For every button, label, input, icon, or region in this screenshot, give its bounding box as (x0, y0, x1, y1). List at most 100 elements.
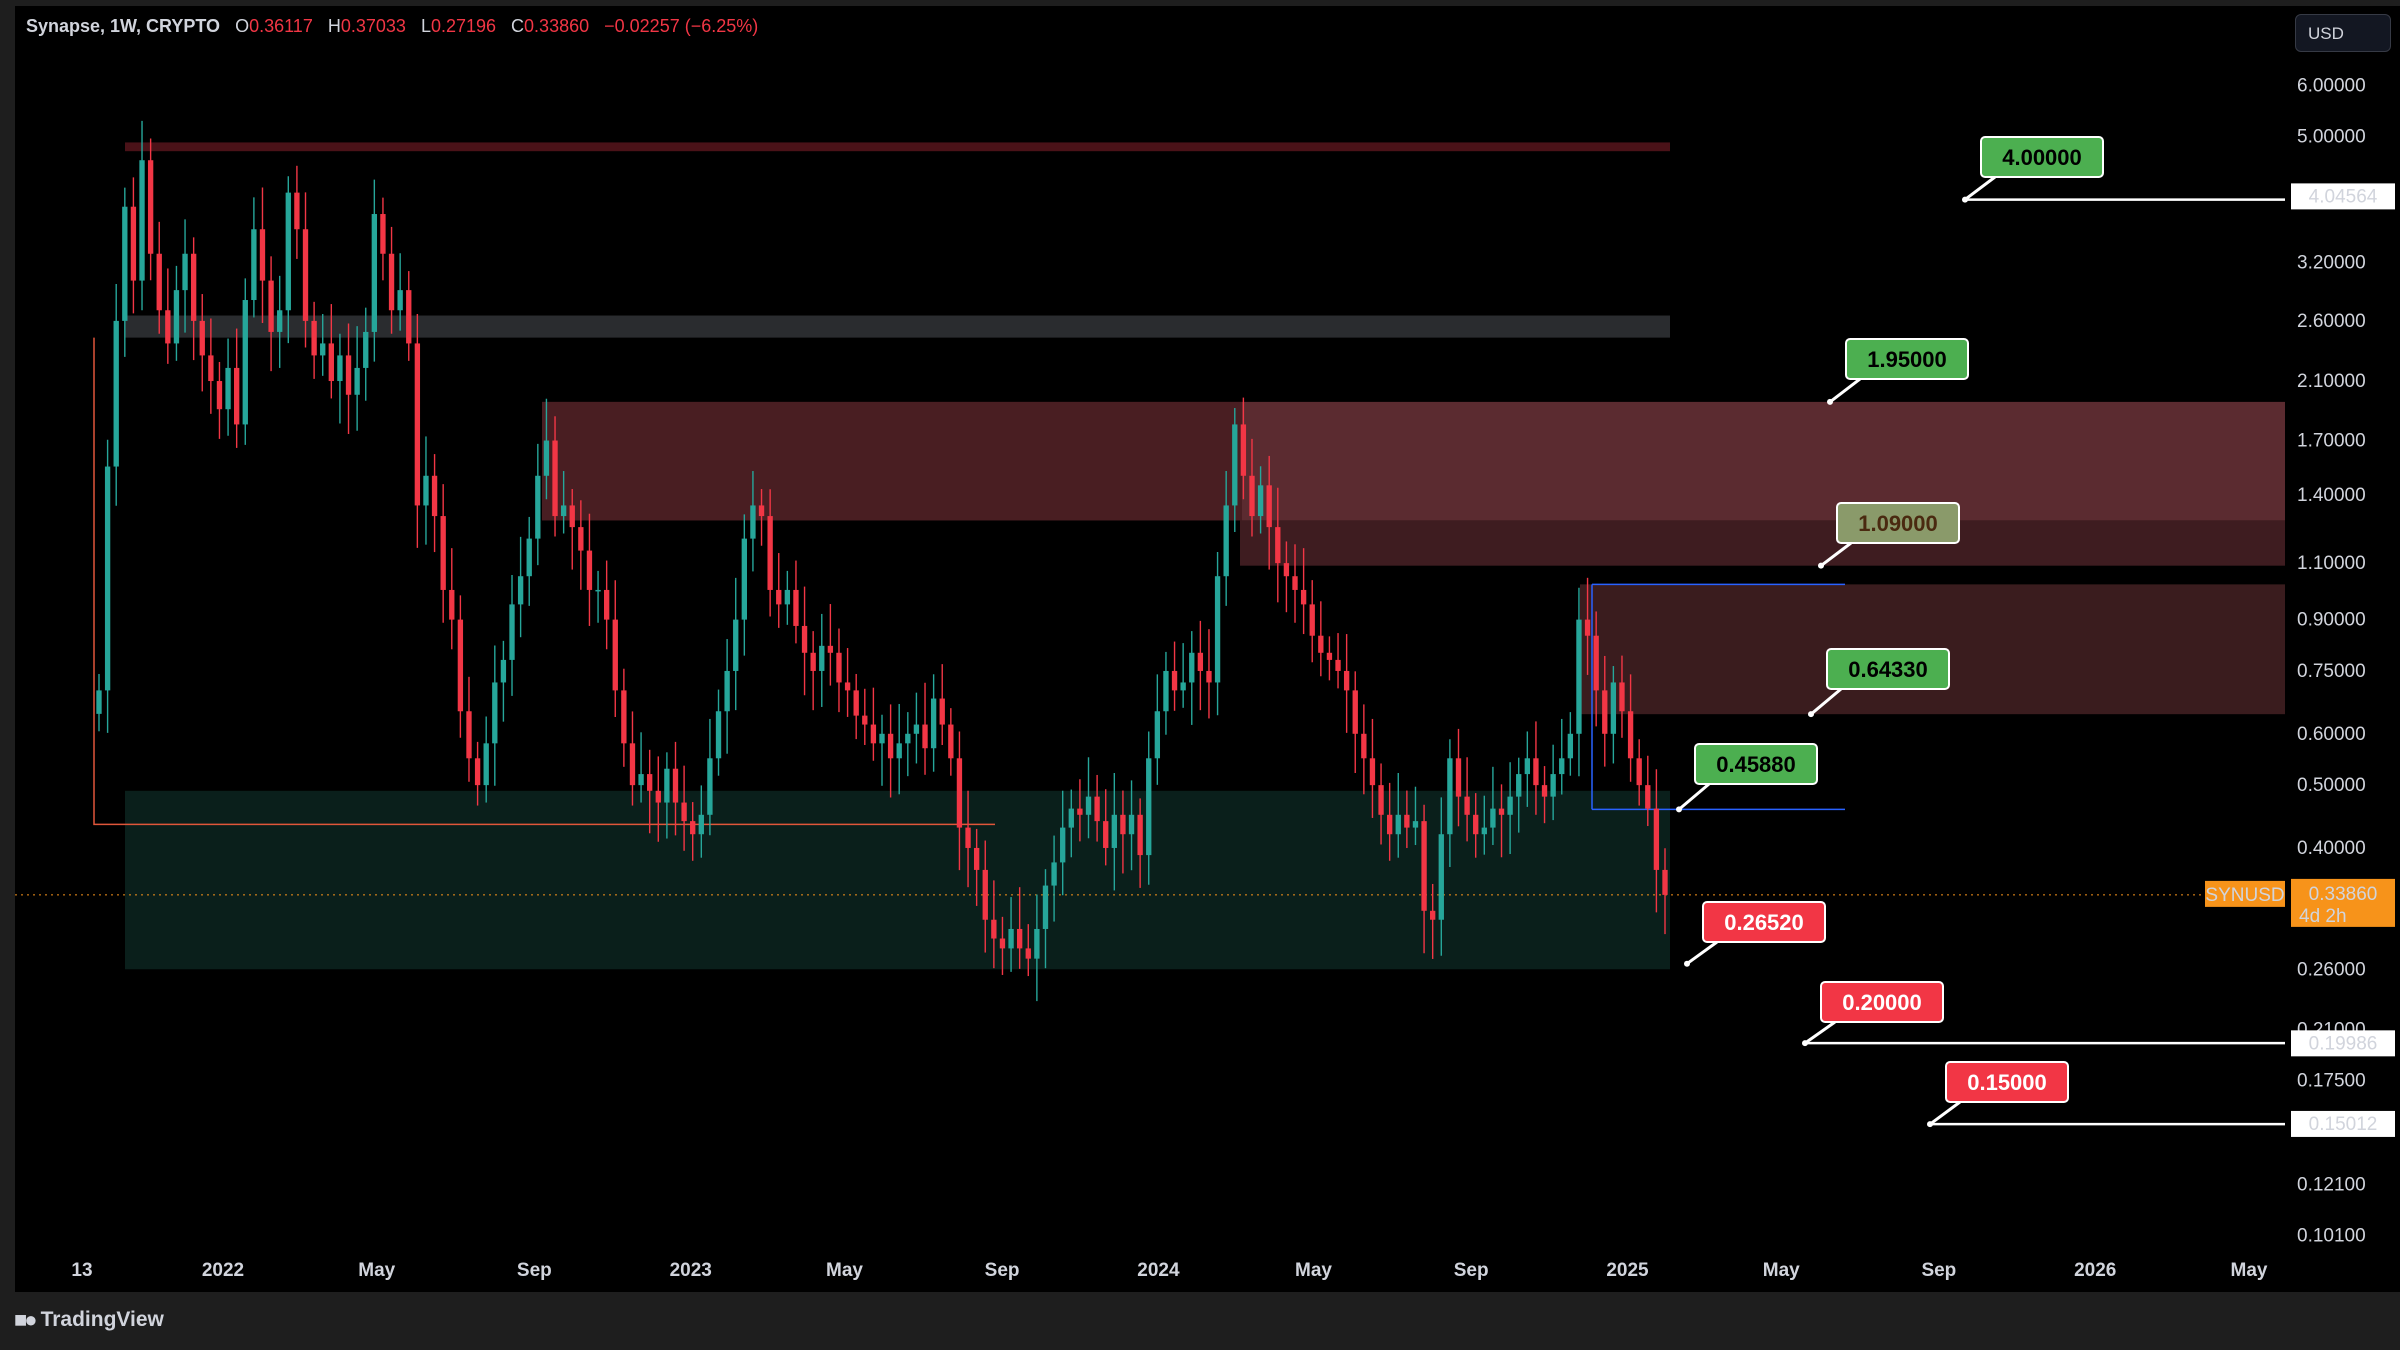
candle-body (285, 192, 291, 311)
candle-body (1146, 758, 1152, 856)
candle-body (1653, 808, 1660, 870)
candle-body (1042, 885, 1049, 929)
candle (371, 179, 378, 362)
price-chart[interactable]: SYNUSD 4.00000 1.95000 1.09000 0.64330 0.458… (15, 6, 2285, 1292)
candle-body (647, 774, 653, 791)
brand-label: TradingView (40, 1308, 164, 1331)
candle (320, 314, 326, 376)
candle (268, 256, 274, 372)
currency-button[interactable]: USD (2295, 14, 2391, 52)
candle-body (750, 505, 756, 539)
candle-body (1378, 785, 1384, 815)
candle-body (999, 938, 1006, 949)
candle (552, 416, 558, 537)
y-tick-label: 0.60000 (2297, 724, 2366, 745)
price-axis[interactable]: 6.000005.000004.000003.200002.600002.100… (2285, 6, 2400, 1292)
candle-body (483, 743, 489, 786)
candle-body (535, 475, 541, 539)
candle-body (844, 682, 851, 691)
candle-body (363, 331, 369, 368)
candle (1455, 728, 1462, 827)
candle-body (397, 290, 403, 311)
candle (1490, 766, 1496, 846)
candle-body (345, 355, 352, 395)
target-text: 0.20000 (1842, 990, 1922, 1015)
candle-body (268, 280, 274, 332)
candle (1352, 671, 1358, 774)
candle-body (251, 229, 257, 301)
candle-body (1636, 758, 1642, 786)
candle (517, 536, 524, 638)
y-tick-label: 0.26000 (2297, 959, 2366, 980)
tradingview-logo[interactable]: ■● TradingView (14, 1307, 164, 1333)
candle (784, 570, 791, 625)
y-tick-label: 6.00000 (2297, 75, 2366, 96)
candle (500, 640, 507, 722)
candle (285, 176, 291, 344)
candle (939, 664, 945, 745)
target-text: 0.15000 (1967, 1070, 2047, 1095)
candle-body (1206, 670, 1212, 683)
x-tick-label: Sep (1454, 1260, 1489, 1281)
candle-body (1559, 758, 1565, 775)
ohlc-legend: Synapse, 1W, CRYPTO O0.36117 H0.37033 L0… (26, 16, 758, 37)
candle (1042, 869, 1049, 969)
candle-body (965, 827, 971, 848)
candle-body (991, 919, 997, 939)
y-tick-label: 0.17500 (2297, 1071, 2366, 1092)
candle (793, 560, 799, 644)
candle-body (1240, 424, 1247, 476)
candle (277, 275, 283, 368)
candle-body (948, 724, 954, 759)
candle-body (801, 625, 808, 653)
candle (354, 326, 360, 431)
price-axis-pane[interactable]: 6.000005.000004.000003.200002.600002.100… (2285, 6, 2400, 1292)
candle-body (1464, 796, 1470, 815)
x-tick-label: 13 (71, 1260, 92, 1281)
candle-body (1326, 652, 1333, 660)
candle (1533, 721, 1539, 815)
candle-body (1619, 682, 1625, 712)
candle-body (440, 516, 446, 590)
time-axis: 13 2022 May Sep 2023 May Sep 2024 May Sep 2025 May S… (71, 1260, 2267, 1281)
candle (681, 765, 687, 851)
candle (1386, 782, 1393, 861)
candle-body (302, 229, 309, 321)
candle-body (216, 381, 223, 410)
candle (474, 741, 481, 806)
target-label-0.45880: 0.45880 (1676, 743, 1818, 813)
candle (345, 323, 352, 434)
candle (423, 436, 429, 545)
candle-body (853, 690, 859, 716)
candle-body (139, 160, 145, 281)
candle (147, 138, 154, 281)
target-dot (1927, 1121, 1933, 1128)
candle-body (1662, 869, 1668, 895)
target-box (1826, 648, 1950, 690)
candle (1653, 769, 1660, 913)
target-label-0.20000: 0.20000 (1802, 981, 2285, 1047)
candle (190, 237, 197, 361)
candle (1275, 487, 1281, 603)
candle (173, 265, 180, 361)
candle-body (1421, 821, 1427, 911)
candle (104, 439, 111, 733)
candle (294, 165, 300, 259)
candle-body (1447, 758, 1453, 835)
candle-body (173, 290, 180, 344)
candle (139, 120, 145, 311)
candle (535, 443, 541, 566)
candle-body (517, 576, 524, 605)
candle (449, 548, 455, 650)
price-tag-box (2291, 1110, 2395, 1137)
candle-body (431, 475, 438, 517)
candle-body (225, 367, 231, 410)
candles-layer (96, 120, 1668, 1002)
candle-body (913, 724, 920, 734)
candle-body (311, 320, 317, 356)
chart-plot-area[interactable]: SYNUSD 4.00000 1.95000 1.09000 0.64330 0.458… (15, 6, 2285, 1292)
candle-body (1343, 670, 1350, 691)
candle (1034, 894, 1040, 1002)
candle (1171, 641, 1178, 711)
candle (1438, 797, 1444, 956)
